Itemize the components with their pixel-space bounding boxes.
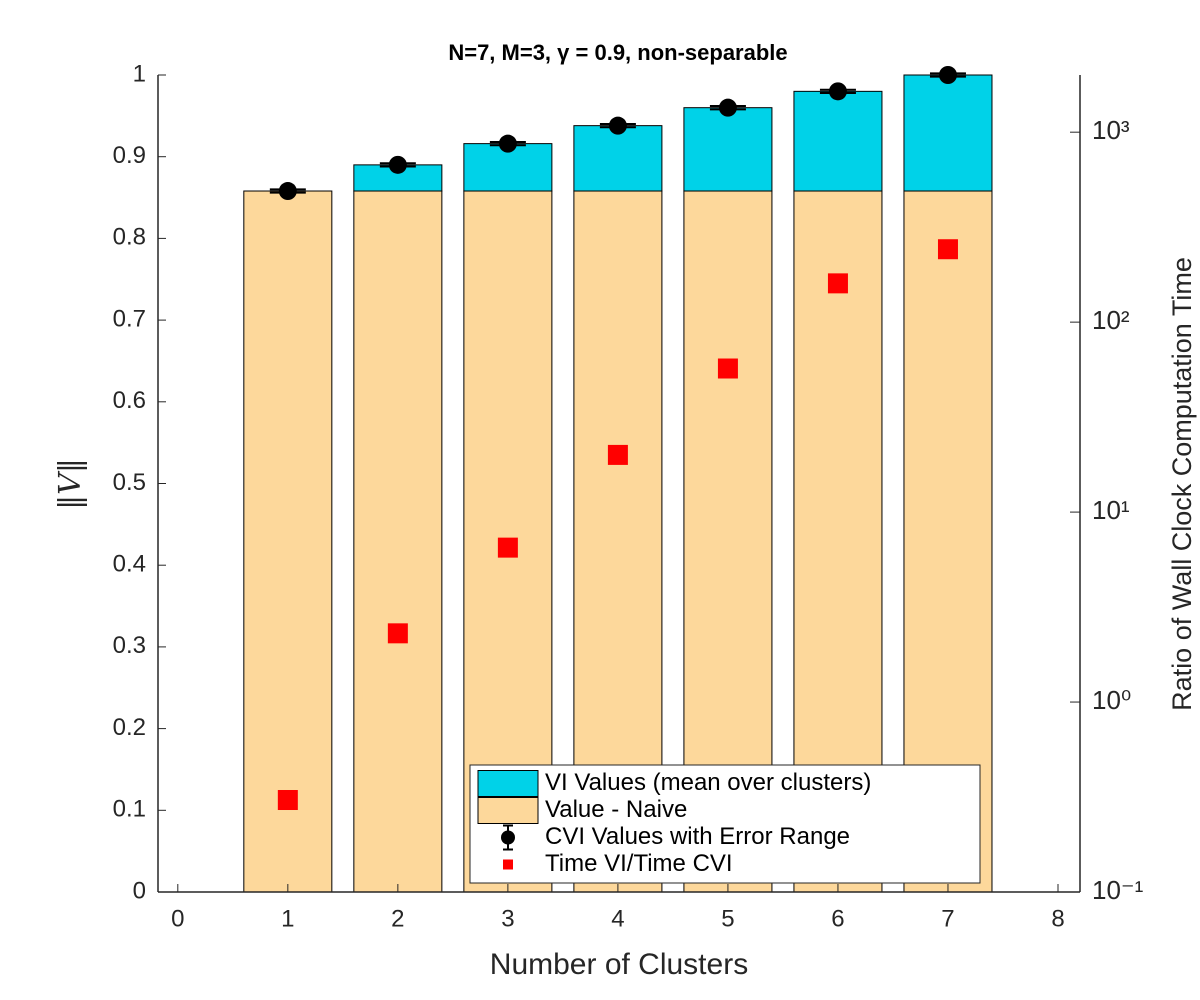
bar [243,190,333,893]
y2-tick-label: 10³ [1092,115,1130,145]
y-tick-label: 0.1 [113,796,146,823]
bar [793,90,883,192]
point [608,116,627,135]
error-bar [379,155,416,174]
bar [353,190,443,893]
legend-swatch [477,797,539,824]
x-tick-label: 2 [391,905,404,932]
point [387,623,408,644]
bar [903,74,993,192]
legend-box [469,764,981,884]
legend-label: VI Values (mean over clusters) [545,769,871,796]
x-axis-label: Number of Clusters [490,948,748,981]
error-bar [489,134,526,153]
error-bar [819,82,856,101]
y-tick-label: 0.7 [113,305,146,332]
y-tick-label: 0.2 [113,714,146,741]
x-tick-label: 5 [721,905,734,932]
point [277,790,298,811]
y2-axis-label: Ratio of Wall Clock Computation Time [1167,257,1197,711]
y2-tick-label: 10⁰ [1092,685,1131,715]
y-tick-label: 0.3 [113,632,146,659]
bar [463,143,553,192]
legend-swatch [503,859,513,870]
y2-tick-label: 10² [1092,305,1130,335]
y-tick-label: 0.9 [113,142,146,169]
point [718,98,737,117]
legend-label: CVI Values with Error Range [545,823,850,850]
error-bar [929,66,966,84]
point [717,358,738,379]
y-tick-label: 0.4 [113,551,146,578]
y2-tick-label: 10⁻¹ [1092,875,1144,905]
point [937,239,958,260]
legend-label: Time VI/Time CVI [545,850,733,877]
x-tick-label: 8 [1051,905,1064,932]
x-tick-label: 0 [171,905,184,932]
y2-tick-label: 10¹ [1092,495,1130,525]
point [388,155,407,174]
y-tick-label: 0.6 [113,387,146,414]
x-tick-label: 7 [941,905,954,932]
bar [683,107,773,192]
x-tick-label: 4 [611,905,624,932]
chart-title: N=7, M=3, γ = 0.9, non-separable [448,40,787,65]
error-bar [599,116,636,135]
x-tick-label: 1 [281,905,294,932]
y-tick-label: 0.8 [113,224,146,251]
point [938,66,957,84]
x-tick-label: 6 [831,905,844,932]
y-axis-label: ‖V‖ [53,458,88,510]
point [498,134,517,153]
point [278,182,297,201]
legend-swatch [477,770,539,797]
legend-label: Value - Naive [545,796,687,823]
error-bar [269,182,306,201]
legend-swatch [501,830,515,845]
legend: VI Values (mean over clusters)Value - Na… [469,764,981,884]
y-tick-label: 0 [133,877,146,904]
point [497,537,518,558]
bar [573,125,663,192]
y-tick-label: 1 [133,60,146,87]
point [828,82,847,101]
error-bar [709,98,746,117]
point [827,273,848,294]
point [607,444,628,465]
y-tick-label: 0.5 [113,469,146,496]
x-tick-label: 3 [501,905,514,932]
